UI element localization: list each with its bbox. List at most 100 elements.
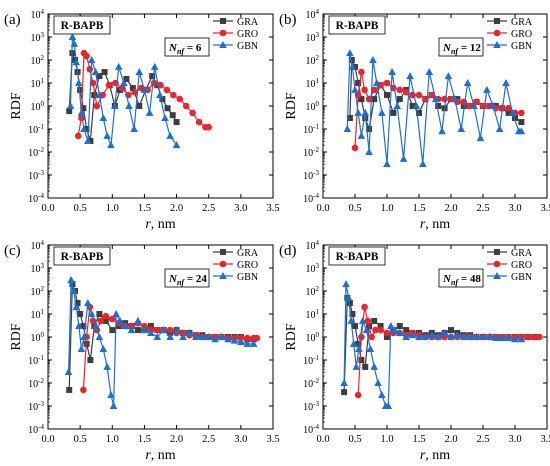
data-point-gra: [355, 80, 362, 86]
data-point-gbn: [135, 68, 144, 76]
data-point-gbn: [95, 333, 104, 340]
data-point-gbn: [172, 141, 181, 149]
data-point-gbn: [463, 79, 472, 86]
data-point-gbn: [243, 339, 252, 347]
panel-label: (d): [279, 243, 297, 259]
data-point-gbn: [230, 336, 239, 344]
data-point-gbn: [349, 339, 358, 347]
legend-marker-gbn: [493, 272, 501, 279]
x-axis-label: r, nm: [145, 217, 175, 232]
data-point-gbn: [140, 326, 149, 334]
data-point-gra: [384, 334, 390, 340]
data-point-gbn: [343, 125, 352, 132]
data-point-gro: [176, 95, 184, 103]
data-point-gro: [105, 81, 113, 89]
data-point-gbn: [116, 316, 124, 324]
data-point-gro: [358, 68, 365, 76]
data-point-gro: [370, 86, 378, 94]
data-point-gbn: [147, 328, 155, 336]
data-point-gbn: [457, 125, 466, 132]
series-line-gbn: [346, 52, 522, 165]
chart-title: R-BAPB: [61, 20, 104, 32]
data-point-gbn: [425, 68, 434, 76]
y-tick-label: 10-3: [303, 400, 319, 413]
data-point-gbn: [249, 339, 258, 347]
annotation-text: Nnf = 6: [168, 42, 202, 56]
plot-frame: [47, 13, 274, 199]
title-frame: [53, 246, 111, 266]
y-tick-label: 10-4: [28, 192, 44, 205]
annotation-frame: [164, 37, 210, 57]
chart-title: R-BAPB: [336, 251, 379, 263]
data-point-gro: [473, 98, 480, 106]
data-point-gbn: [451, 95, 459, 103]
series-gbn: [66, 33, 181, 149]
data-point-gbn: [64, 368, 73, 376]
y-tick-label: 101: [31, 77, 45, 90]
data-point-gra: [136, 103, 143, 109]
chart-panel-b: 10-4 10-3 10-2 10-1 100 101 102 103 104 0.0 0.5 1.0…: [279, 8, 550, 232]
data-point-gbn: [369, 56, 377, 63]
data-point-gra: [159, 96, 166, 103]
data-point-gbn: [408, 331, 417, 339]
data-point-gbn: [453, 331, 462, 339]
plot-area: [343, 49, 526, 168]
data-point-gra: [96, 73, 103, 80]
y-tick-label: 10-2: [303, 146, 319, 159]
legend-label-gro: GRO: [511, 29, 532, 40]
data-point-gro: [518, 109, 525, 117]
legend-label-gra: GRA: [511, 17, 533, 28]
data-point-gbn: [374, 379, 382, 386]
data-point-gra: [377, 323, 384, 330]
data-point-gbn: [80, 125, 88, 132]
data-point-gro: [118, 84, 126, 92]
data-point-gro: [530, 333, 538, 341]
x-tick-label: 1.5: [412, 434, 425, 445]
data-point-gra: [396, 96, 403, 103]
data-point-gra: [358, 96, 365, 103]
data-point-gra: [366, 126, 373, 132]
x-tick-label: 1.5: [412, 203, 425, 214]
data-point-gbn: [211, 335, 219, 343]
y-tick-label: 10-1: [303, 123, 319, 136]
legend-label-gro: GRO: [237, 29, 258, 40]
data-point-gra: [147, 323, 154, 330]
data-point-gro: [402, 88, 410, 96]
data-point-gro: [361, 86, 368, 94]
data-point-gra: [384, 92, 390, 99]
x-tick-label: 3.5: [266, 434, 279, 445]
data-point-gbn: [388, 68, 396, 76]
y-tick-label: 10-2: [303, 377, 319, 390]
data-point-gra: [66, 386, 73, 393]
y-tick-label: 104: [306, 8, 320, 21]
plot-frame: [47, 244, 274, 430]
data-point-gbn: [237, 338, 245, 346]
data-point-gbn: [99, 114, 108, 122]
legend-label-gbn: GBN: [511, 272, 532, 283]
data-point-gbn: [355, 345, 363, 353]
data-point-gbn: [70, 39, 79, 47]
data-point-gro: [163, 86, 171, 94]
data-point-gbn: [399, 154, 408, 162]
data-point-gro: [166, 326, 174, 334]
data-point-gra: [149, 73, 156, 80]
data-point-gbn: [498, 334, 506, 342]
y-tick-label: 101: [306, 77, 320, 90]
data-point-gro: [428, 91, 436, 99]
legend-label-gra: GRA: [237, 17, 259, 28]
data-point-gbn: [91, 322, 100, 330]
data-point-gra: [371, 96, 378, 103]
data-point-gbn: [346, 49, 354, 57]
data-point-gro: [536, 333, 543, 341]
data-point-gbn: [87, 56, 96, 63]
panel-label: (c): [4, 243, 21, 259]
series-line-gra: [349, 59, 522, 132]
data-point-gbn: [114, 62, 123, 70]
data-point-gbn: [99, 345, 108, 353]
data-point-gra: [123, 75, 130, 82]
x-tick-label: 0.0: [316, 434, 329, 445]
y-axis-label: RDF: [284, 92, 299, 119]
chart-title: R-BAPB: [336, 20, 379, 32]
data-point-gbn: [483, 85, 491, 93]
